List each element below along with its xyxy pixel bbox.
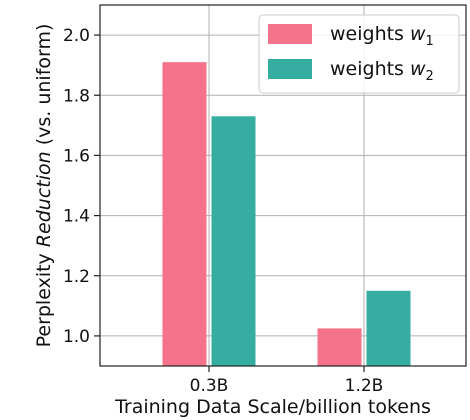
y-tick-label: 1.8: [63, 86, 90, 106]
y-tick-label: 1.0: [63, 327, 90, 347]
y-tick-label: 1.2: [63, 267, 90, 287]
bar-1.2B-series-1: [317, 328, 362, 366]
legend-label-series-2: weights w2: [330, 58, 434, 84]
bar-0.3B-series-1: [162, 62, 207, 367]
legend: weights w1 weights w2: [258, 14, 460, 94]
x-tick-label: 0.3B: [190, 376, 229, 396]
bars: [162, 62, 411, 367]
legend-label-series-1: weights w1: [330, 23, 434, 49]
y-tick-label: 1.4: [63, 207, 90, 227]
bar-1.2B-series-2: [366, 290, 411, 366]
x-tick-label: 1.2B: [345, 376, 384, 396]
y-axis-label: Perplexity Reduction (vs. uniform): [33, 24, 55, 348]
plot-frame: [99, 4, 467, 367]
y-tick-label: 2.0: [63, 26, 90, 46]
bar-0.3B-series-2: [211, 116, 256, 366]
legend-swatch-series-2: [268, 59, 312, 79]
y-axis-label-italic: Reduction: [33, 151, 55, 247]
legend-swatch-series-1: [268, 24, 312, 44]
y-axis-ticks: 1.0 1.2 1.4 1.6 1.8 2.0: [63, 26, 100, 347]
x-axis-ticks: 0.3B 1.2B: [190, 366, 384, 396]
y-axis-label-suffix: (vs. uniform): [33, 24, 55, 152]
x-axis-label: Training Data Scale/billion tokens: [114, 396, 431, 418]
y-tick-label: 1.6: [63, 146, 90, 166]
y-axis-label-prefix: Perplexity: [33, 247, 55, 347]
